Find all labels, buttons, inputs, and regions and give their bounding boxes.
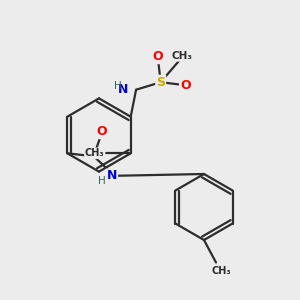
Text: O: O (152, 50, 163, 63)
Text: CH₃: CH₃ (212, 266, 231, 276)
Text: O: O (97, 125, 107, 138)
Text: O: O (180, 79, 190, 92)
Text: N: N (107, 169, 117, 182)
Text: N: N (118, 83, 129, 96)
Text: H: H (98, 176, 106, 186)
Text: CH₃: CH₃ (85, 148, 104, 158)
Text: S: S (156, 76, 165, 89)
Text: H: H (114, 81, 122, 91)
Text: CH₃: CH₃ (172, 51, 193, 61)
